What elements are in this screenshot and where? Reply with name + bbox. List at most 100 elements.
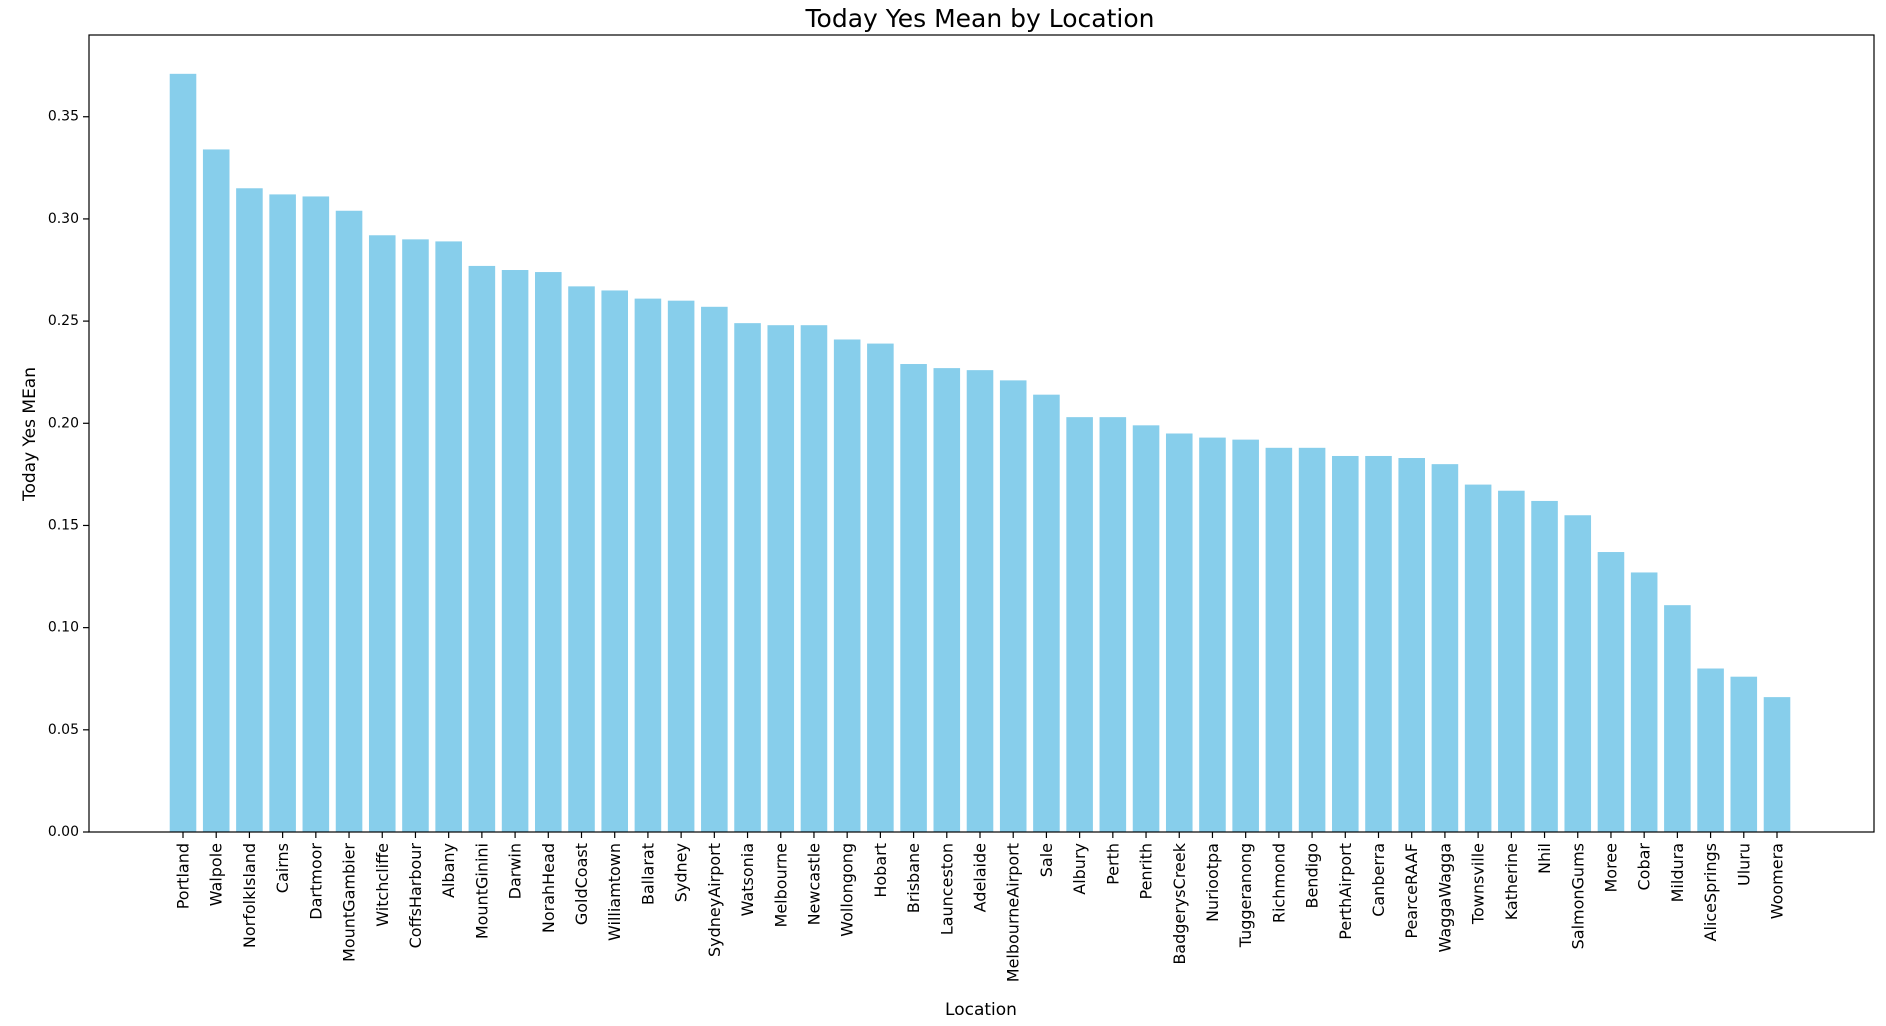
x-tick-label: Cobar: [1635, 843, 1654, 891]
bar-GoldCoast: [568, 286, 595, 832]
y-tick-label: 0.00: [48, 824, 79, 840]
x-tick-label: Woomera: [1768, 843, 1787, 919]
x-tick-label: Uluru: [1734, 843, 1753, 886]
x-tick-label: Melbourne: [771, 843, 790, 927]
bar-Brisbane: [900, 364, 927, 832]
x-tick-label: Walpole: [207, 843, 226, 906]
x-tick-label: Bendigo: [1303, 843, 1322, 909]
bar-CoffsHarbour: [402, 239, 429, 833]
x-tick-label: Richmond: [1269, 843, 1288, 923]
bar-Ballarat: [634, 298, 662, 832]
bar-Melbourne: [767, 325, 795, 832]
bar-Newcastle: [800, 325, 828, 832]
x-tick-label: SydneyAirport: [705, 843, 724, 957]
bar-AliceSprings: [1697, 668, 1724, 832]
x-tick-label: Albany: [439, 843, 458, 898]
bar-Sydney: [667, 300, 695, 832]
y-tick-label: 0.05: [48, 722, 79, 738]
bar-NorfolkIsland: [236, 188, 263, 832]
bars-group: [169, 73, 1791, 833]
bar-SydneyAirport: [701, 306, 728, 832]
x-tick-label: Williamtown: [605, 843, 624, 941]
x-tick-label: Launceston: [937, 843, 956, 935]
y-axis-label: Today Yes MEan: [20, 367, 40, 502]
x-tick-label: Watsonia: [738, 843, 757, 916]
x-tick-label: SalmonGums: [1568, 843, 1587, 949]
x-tick-label: Sydney: [672, 843, 691, 902]
x-tick-label: Nhil: [1535, 843, 1554, 874]
bar-PearceRAAF: [1398, 458, 1425, 832]
bar-Portland: [169, 73, 197, 832]
bar-Uluru: [1730, 676, 1758, 832]
bar-Launceston: [933, 368, 961, 832]
y-tick-label: 0.35: [48, 109, 79, 125]
bar-Albury: [1066, 417, 1093, 832]
x-tick-label: Nuriootpa: [1203, 843, 1222, 922]
bar-Nuriootpa: [1199, 437, 1226, 832]
x-tick-label: GoldCoast: [572, 843, 591, 925]
x-tick-label: PerthAirport: [1336, 843, 1355, 940]
x-tick-label: Adelaide: [971, 843, 990, 912]
x-tick-label: AliceSprings: [1701, 843, 1720, 941]
x-tick-label: Brisbane: [904, 843, 923, 913]
bar-Darwin: [501, 270, 529, 832]
bar-Nhil: [1531, 500, 1558, 832]
x-tick-label: Hobart: [871, 843, 890, 898]
x-tick-label: Townsville: [1469, 843, 1488, 925]
bar-NorahHead: [535, 272, 562, 832]
bar-Canberra: [1365, 455, 1392, 832]
bar-Williamtown: [601, 290, 628, 832]
bar-Dartmoor: [302, 196, 330, 832]
x-tick-label: WaggaWagga: [1435, 843, 1454, 952]
y-tick-label: 0.25: [48, 313, 79, 329]
x-tick-label: MelbourneAirport: [1004, 843, 1023, 982]
bar-Cobar: [1630, 572, 1658, 832]
bar-Bendigo: [1298, 447, 1326, 832]
bar-Moree: [1597, 552, 1625, 832]
y-tick-label: 0.30: [48, 211, 79, 227]
x-tick-label: Moree: [1601, 843, 1620, 893]
y-tick-label: 0.10: [48, 620, 79, 636]
bar-Albany: [435, 241, 462, 832]
bar-Tuggeranong: [1232, 439, 1259, 832]
x-axis-label: Location: [945, 1000, 1017, 1020]
bar-Witchcliffe: [368, 235, 396, 832]
bar-Perth: [1099, 417, 1127, 832]
bar-Townsville: [1464, 484, 1492, 832]
x-tick-label: Tuggeranong: [1236, 843, 1255, 948]
x-axis: Portland Walpole NorfolkIsland Cairns Dartmo…: [174, 832, 1787, 982]
bar-Katherine: [1498, 490, 1525, 832]
x-tick-label: Perth: [1103, 843, 1122, 885]
x-tick-label: CoffsHarbour: [406, 843, 425, 949]
bar-Richmond: [1265, 447, 1293, 832]
x-tick-label: Canberra: [1369, 843, 1388, 917]
bar-Walpole: [202, 149, 230, 832]
bar-PerthAirport: [1332, 455, 1359, 832]
bar-MelbourneAirport: [999, 380, 1027, 832]
bar-BadgerysCreek: [1165, 433, 1193, 832]
chart-title: Today Yes Mean by Location: [805, 4, 1155, 33]
bar-Watsonia: [734, 323, 761, 832]
x-tick-label: Ballarat: [638, 843, 657, 905]
x-tick-label: MountGinini: [472, 843, 491, 939]
x-tick-label: Sale: [1037, 843, 1056, 877]
x-tick-label: Katherine: [1502, 843, 1521, 920]
x-tick-label: Penrith: [1137, 843, 1156, 900]
x-tick-label: MountGambier: [340, 843, 359, 962]
bar-MountGambier: [335, 210, 363, 832]
x-tick-label: BadgerysCreek: [1170, 842, 1189, 964]
y-tick-label: 0.15: [48, 517, 79, 533]
bar-Penrith: [1132, 425, 1160, 832]
bar-Sale: [1033, 394, 1060, 832]
x-tick-label: Wollongong: [838, 843, 857, 937]
bar-Wollongong: [833, 339, 861, 832]
x-tick-label: Mildura: [1668, 843, 1687, 902]
bar-Woomera: [1763, 697, 1791, 832]
bar-Hobart: [867, 343, 894, 832]
x-tick-label: NorfolkIsland: [240, 843, 259, 948]
x-tick-label: Darwin: [506, 843, 525, 899]
x-tick-label: Dartmoor: [306, 843, 325, 920]
x-tick-label: Cairns: [273, 843, 292, 893]
